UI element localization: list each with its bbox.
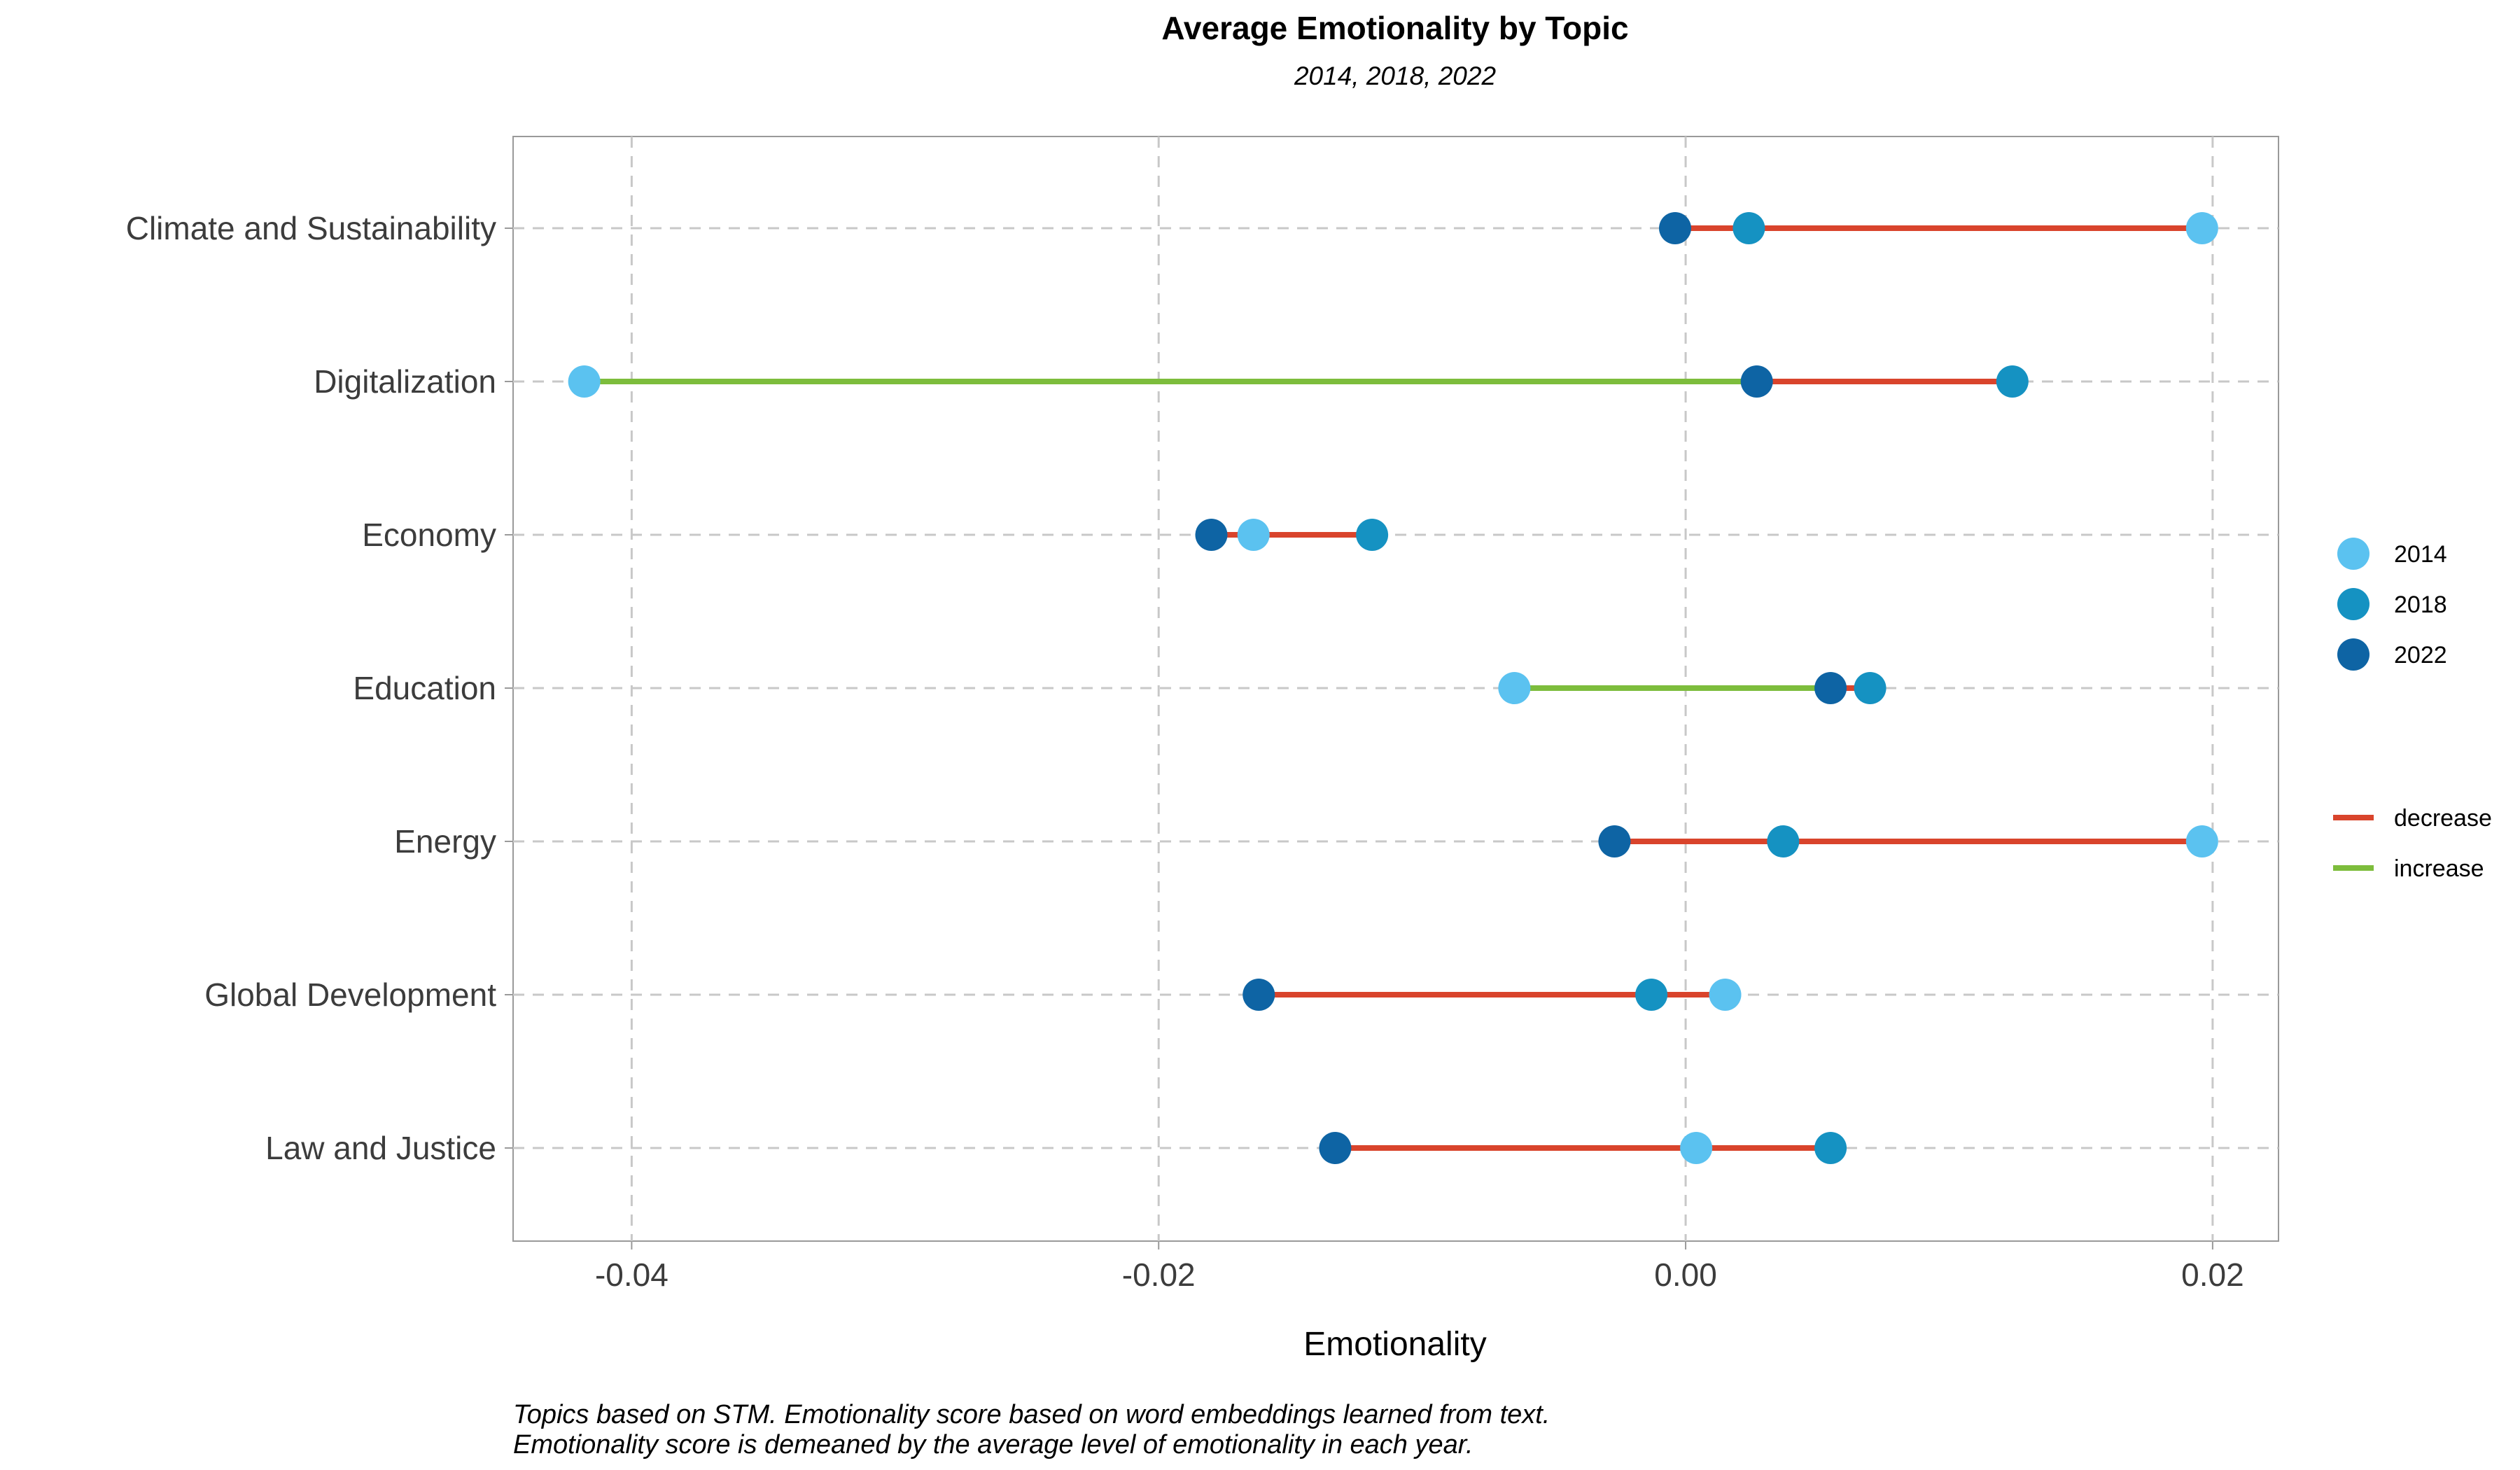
point-2-2014 bbox=[1237, 519, 1270, 551]
segment-layer bbox=[584, 225, 2202, 1151]
point-2-2022 bbox=[1195, 519, 1228, 551]
chart-subtitle: 2014, 2018, 2022 bbox=[1294, 62, 1496, 90]
point-0-2018 bbox=[1732, 212, 1765, 244]
y-tick-label-6: Law and Justice bbox=[265, 1130, 496, 1166]
point-6-2018 bbox=[1814, 1132, 1847, 1164]
point-4-2018 bbox=[1767, 825, 1800, 858]
y-tick-label-1: Digitalization bbox=[314, 363, 496, 400]
point-1-2022 bbox=[1740, 365, 1773, 398]
legend-change-label-decrease: decrease bbox=[2394, 805, 2492, 832]
caption-line-2: Emotionality score is demeaned by the av… bbox=[513, 1430, 1474, 1460]
point-4-2014 bbox=[2185, 825, 2218, 858]
legend-year-key-2018 bbox=[2337, 588, 2370, 620]
point-3-2014 bbox=[1498, 672, 1531, 704]
point-6-2014 bbox=[1680, 1132, 1713, 1164]
chart-title: Average Emotionality by Topic bbox=[1161, 10, 1628, 46]
point-layer bbox=[568, 212, 2218, 1164]
point-0-2022 bbox=[1659, 212, 1692, 244]
legend-year-label-2022: 2022 bbox=[2394, 642, 2447, 668]
legend-change-label-increase: increase bbox=[2394, 855, 2484, 882]
x-tick-label-0: -0.04 bbox=[595, 1256, 668, 1293]
y-tick-label-3: Education bbox=[353, 670, 496, 706]
point-5-2022 bbox=[1242, 979, 1275, 1011]
point-6-2022 bbox=[1319, 1132, 1352, 1164]
x-axis-ticks: -0.04 -0.02 0.00 0.02 bbox=[595, 1241, 2244, 1293]
y-tick-label-2: Economy bbox=[362, 517, 496, 553]
legend-year-label-2014: 2014 bbox=[2394, 541, 2447, 568]
point-1-2014 bbox=[568, 365, 601, 398]
point-5-2014 bbox=[1709, 979, 1742, 1011]
y-axis-ticks: Climate and Sustainability Digitalization… bbox=[126, 210, 513, 1166]
x-axis-title: Emotionality bbox=[1303, 1326, 1486, 1363]
point-4-2022 bbox=[1598, 825, 1631, 858]
caption-line-1: Topics based on STM. Emotionality score … bbox=[513, 1400, 1550, 1429]
legend-year-label-2018: 2018 bbox=[2394, 592, 2447, 618]
y-tick-label-5: Global Development bbox=[204, 976, 496, 1013]
x-tick-label-2: 0.00 bbox=[1654, 1256, 1717, 1293]
point-2-2018 bbox=[1356, 519, 1389, 551]
legend-change: decrease increase bbox=[2333, 805, 2492, 882]
point-3-2022 bbox=[1814, 672, 1847, 704]
point-3-2018 bbox=[1854, 672, 1886, 704]
point-0-2014 bbox=[2185, 212, 2218, 244]
legend-years: 2014 2018 2022 bbox=[2337, 538, 2447, 671]
point-1-2018 bbox=[1996, 365, 2029, 398]
x-tick-label-3: 0.02 bbox=[2181, 1256, 2244, 1293]
y-tick-label-0: Climate and Sustainability bbox=[126, 210, 496, 246]
legend-year-key-2022 bbox=[2337, 638, 2370, 671]
point-5-2018 bbox=[1635, 979, 1668, 1011]
y-tick-label-4: Energy bbox=[394, 823, 496, 860]
x-tick-label-1: -0.02 bbox=[1122, 1256, 1196, 1293]
legend-year-key-2014 bbox=[2337, 538, 2370, 570]
